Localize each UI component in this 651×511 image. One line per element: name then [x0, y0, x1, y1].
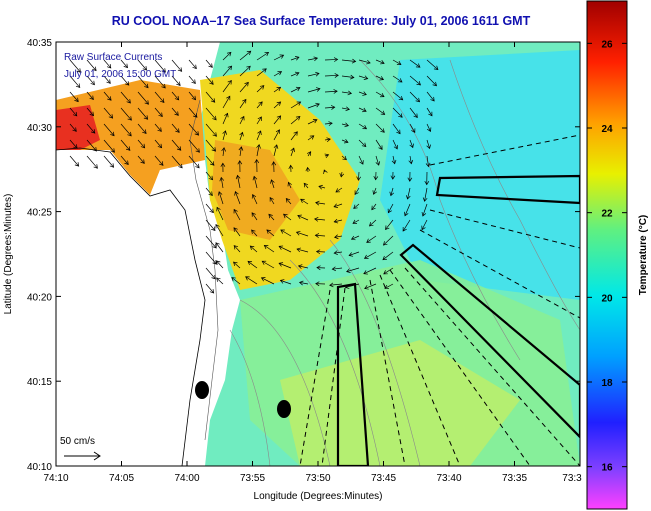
- y-tick-label: 40:35: [27, 38, 52, 49]
- current-scale-arrow: [64, 451, 101, 461]
- colorbar-tick-label: 18: [601, 378, 613, 389]
- surface-current-vectors: [69, 50, 439, 294]
- colorbar-label: Temperature (°C): [638, 215, 649, 296]
- colorbar-tick-label: 22: [601, 209, 613, 220]
- x-tick-label: 74:00: [174, 473, 199, 484]
- scale-label: 50 cm/s: [60, 436, 95, 447]
- y-axis-label: Latitude (Degrees:Minutes): [3, 194, 14, 315]
- colorbar-tick-label: 26: [601, 39, 613, 50]
- y-axis-ticks: 40:35 40:30 40:25 40:20 40:15 40:10: [27, 38, 580, 473]
- map-area: [56, 42, 580, 466]
- warm-coastal-patch: [56, 80, 205, 195]
- current-label-line2: July 01, 2006 15:00 GMT: [64, 69, 176, 80]
- x-tick-label: 74:05: [109, 473, 134, 484]
- sampling-point-2: [277, 400, 291, 418]
- colorbar: [586, 0, 628, 510]
- transect-lines: [299, 134, 580, 466]
- colorbar-tick-label: 16: [601, 463, 613, 474]
- sampling-point-1: [195, 381, 209, 399]
- x-axis-label: Longitude (Degrees:Minutes): [254, 491, 383, 502]
- coastline: [56, 147, 206, 466]
- x-tick-label: 73:50: [305, 473, 330, 484]
- y-tick-label: 40:15: [27, 377, 52, 388]
- y-tick-label: 40:25: [27, 208, 52, 219]
- y-tick-label: 40:20: [27, 292, 52, 303]
- y-tick-label: 40:30: [27, 123, 52, 134]
- x-tick-label: 73:45: [371, 473, 396, 484]
- colorbar-tick-label: 24: [601, 124, 613, 135]
- land-mask: [56, 150, 205, 466]
- y-tick-label: 40:10: [27, 462, 52, 473]
- x-tick-label: 73:55: [240, 473, 265, 484]
- current-label-line1: Raw Surface Currents: [64, 52, 162, 63]
- x-tick-label: 74:10: [43, 473, 68, 484]
- x-tick-label: 73:3: [562, 473, 582, 484]
- map-title: RU COOL NOAA–17 Sea Surface Temperature:…: [111, 14, 531, 28]
- bathymetry-contours: [229, 59, 580, 466]
- x-tick-label: 73:35: [502, 473, 527, 484]
- colorbar-ticks: 26 24 22 20 18 16: [587, 39, 627, 474]
- x-tick-label: 73:40: [436, 473, 461, 484]
- colorbar-tick-label: 20: [601, 293, 613, 304]
- x-axis-ticks: 74:10 74:05 74:00 73:55 73:50 73:45 73:40 73:35…: [43, 42, 582, 484]
